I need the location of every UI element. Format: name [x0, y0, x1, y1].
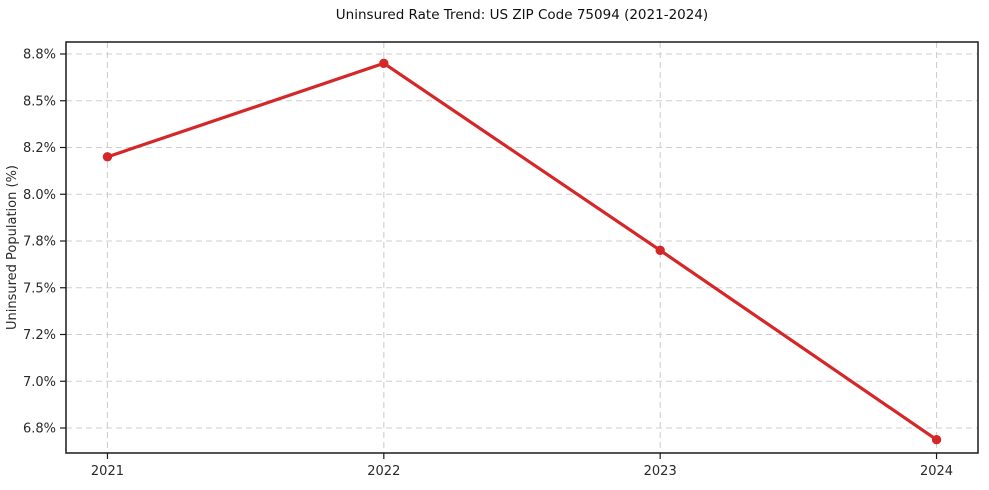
chart-title: Uninsured Rate Trend: US ZIP Code 75094 …: [335, 7, 709, 23]
y-tick-label: 8.0%: [23, 188, 56, 203]
y-tick-label: 7.2%: [23, 328, 56, 343]
data-point: [931, 434, 942, 445]
data-point: [102, 152, 113, 162]
x-tick-label: 2023: [644, 464, 677, 479]
x-tick-label: 2024: [920, 464, 953, 479]
data-point: [379, 58, 389, 69]
y-tick-label: 7.8%: [23, 235, 56, 250]
y-tick-label: 7.0%: [23, 375, 56, 390]
trend-line: [105, 61, 939, 442]
plot-border: [65, 41, 979, 454]
y-tick-label: 8.8%: [23, 48, 56, 63]
y-tick-label: 6.8%: [23, 422, 56, 437]
y-tick-label: 8.2%: [23, 141, 56, 156]
y-tick-label: 7.5%: [23, 281, 56, 296]
x-tick-label: 2021: [91, 464, 124, 479]
y-tick-label: 8.5%: [23, 94, 56, 109]
x-tick-label: 2022: [367, 464, 400, 479]
data-point: [655, 245, 665, 256]
